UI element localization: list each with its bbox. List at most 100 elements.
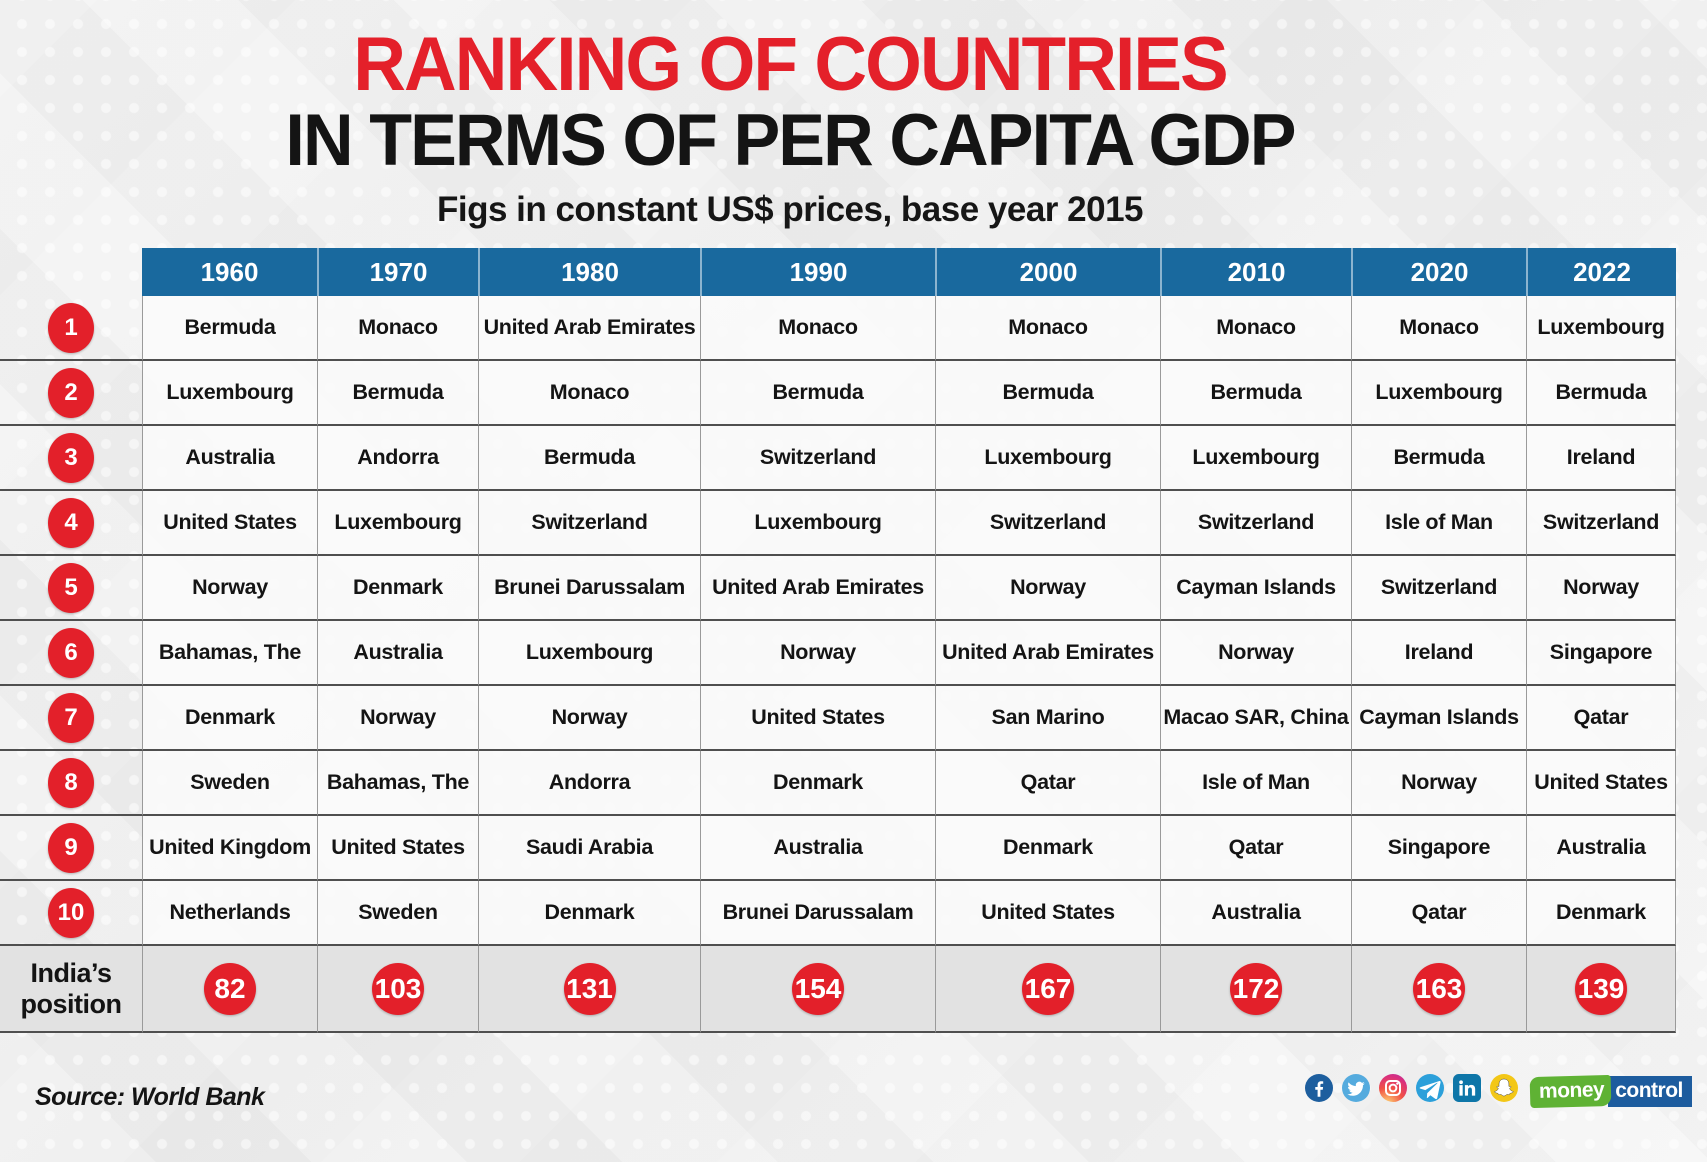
country-cell: Luxembourg — [142, 361, 317, 426]
rank-badge: 2 — [48, 367, 94, 418]
rank-badge: 1 — [48, 302, 94, 353]
instagram-icon[interactable] — [1379, 1074, 1407, 1102]
rank-badge: 3 — [48, 432, 94, 483]
country-cell: Monaco — [1160, 296, 1351, 361]
country-cell: Switzerland — [1351, 556, 1526, 621]
country-cell: Luxembourg — [1160, 426, 1351, 491]
facebook-icon[interactable] — [1305, 1074, 1333, 1102]
country-cell: Qatar — [1526, 686, 1676, 751]
country-cell: United States — [700, 686, 935, 751]
year-header: 2010 — [1160, 248, 1351, 296]
india-position-cell: 131 — [478, 946, 700, 1033]
linkedin-icon[interactable] — [1453, 1074, 1481, 1102]
india-position-cell: 163 — [1351, 946, 1526, 1033]
social-links — [1305, 1074, 1518, 1102]
country-cell: Ireland — [1351, 621, 1526, 686]
india-position-cell: 103 — [317, 946, 478, 1033]
country-cell: Luxembourg — [1351, 361, 1526, 426]
country-cell: Ireland — [1526, 426, 1676, 491]
country-cell: Australia — [1526, 816, 1676, 881]
rank-cell: 3 — [0, 426, 142, 491]
rank-cell: 6 — [0, 621, 142, 686]
country-cell: Norway — [317, 686, 478, 751]
country-cell: Australia — [317, 621, 478, 686]
country-cell: Denmark — [700, 751, 935, 816]
year-header: 1980 — [478, 248, 700, 296]
country-cell: Bermuda — [478, 426, 700, 491]
country-cell: Denmark — [935, 816, 1160, 881]
table-corner — [0, 248, 142, 296]
india-position-cell: 82 — [142, 946, 317, 1033]
moneycontrol-logo-control: control — [1608, 1076, 1692, 1107]
rank-cell: 8 — [0, 751, 142, 816]
india-position-badge: 172 — [1230, 962, 1282, 1015]
moneycontrol-logo[interactable]: money control — [1529, 1074, 1692, 1109]
country-cell: Norway — [1351, 751, 1526, 816]
country-cell: Norway — [1160, 621, 1351, 686]
country-cell: Singapore — [1351, 816, 1526, 881]
country-cell: Andorra — [317, 426, 478, 491]
country-cell: Qatar — [1351, 881, 1526, 946]
country-cell: Denmark — [142, 686, 317, 751]
country-cell: Monaco — [1351, 296, 1526, 361]
country-cell: Australia — [700, 816, 935, 881]
india-position-badge: 163 — [1413, 962, 1465, 1015]
snapchat-icon[interactable] — [1490, 1074, 1518, 1102]
country-cell: Luxembourg — [700, 491, 935, 556]
rank-badge: 5 — [48, 562, 94, 613]
india-position-cell: 167 — [935, 946, 1160, 1033]
country-cell: Denmark — [1526, 881, 1676, 946]
india-position-badge: 131 — [563, 962, 616, 1015]
india-position-badge: 154 — [792, 962, 844, 1015]
country-cell: Norway — [935, 556, 1160, 621]
rank-cell: 7 — [0, 686, 142, 751]
country-cell: Bermuda — [1526, 361, 1676, 426]
country-cell: Saudi Arabia — [478, 816, 700, 881]
country-cell: Switzerland — [935, 491, 1160, 556]
rank-cell: 5 — [0, 556, 142, 621]
country-cell: United Arab Emirates — [478, 296, 700, 361]
country-cell: Australia — [1160, 881, 1351, 946]
country-cell: Bermuda — [317, 361, 478, 426]
rank-cell: 9 — [0, 816, 142, 881]
country-cell: Monaco — [700, 296, 935, 361]
country-cell: Brunei Darussalam — [700, 881, 935, 946]
country-cell: Switzerland — [478, 491, 700, 556]
year-header: 1970 — [317, 248, 478, 296]
year-header: 1960 — [142, 248, 317, 296]
country-cell: Monaco — [935, 296, 1160, 361]
country-cell: Bermuda — [1160, 361, 1351, 426]
country-cell: Macao SAR, China — [1160, 686, 1351, 751]
rank-cell: 2 — [0, 361, 142, 426]
year-header: 2020 — [1351, 248, 1526, 296]
country-cell: Bermuda — [700, 361, 935, 426]
country-cell: Sweden — [317, 881, 478, 946]
country-cell: Monaco — [317, 296, 478, 361]
rank-badge: 7 — [48, 692, 94, 743]
twitter-icon[interactable] — [1342, 1074, 1370, 1102]
country-cell: Qatar — [935, 751, 1160, 816]
india-position-badge: 103 — [372, 962, 424, 1015]
india-position-label: India’s position — [0, 946, 142, 1033]
country-cell: United Arab Emirates — [935, 621, 1160, 686]
india-position-badge: 167 — [1022, 962, 1074, 1015]
country-cell: Isle of Man — [1351, 491, 1526, 556]
country-cell: United States — [142, 491, 317, 556]
rank-cell: 4 — [0, 491, 142, 556]
country-cell: Brunei Darussalam — [478, 556, 700, 621]
country-cell: United States — [1526, 751, 1676, 816]
country-cell: Isle of Man — [1160, 751, 1351, 816]
country-cell: Qatar — [1160, 816, 1351, 881]
rank-cell: 10 — [0, 881, 142, 946]
country-cell: United Arab Emirates — [700, 556, 935, 621]
country-cell: Norway — [142, 556, 317, 621]
telegram-icon[interactable] — [1416, 1074, 1444, 1102]
country-cell: Singapore — [1526, 621, 1676, 686]
country-cell: Monaco — [478, 361, 700, 426]
india-position-badge: 139 — [1575, 962, 1627, 1015]
country-cell: Luxembourg — [478, 621, 700, 686]
country-cell: Cayman Islands — [1160, 556, 1351, 621]
country-cell: Bermuda — [1351, 426, 1526, 491]
rank-badge: 4 — [48, 497, 94, 548]
country-cell: Switzerland — [700, 426, 935, 491]
